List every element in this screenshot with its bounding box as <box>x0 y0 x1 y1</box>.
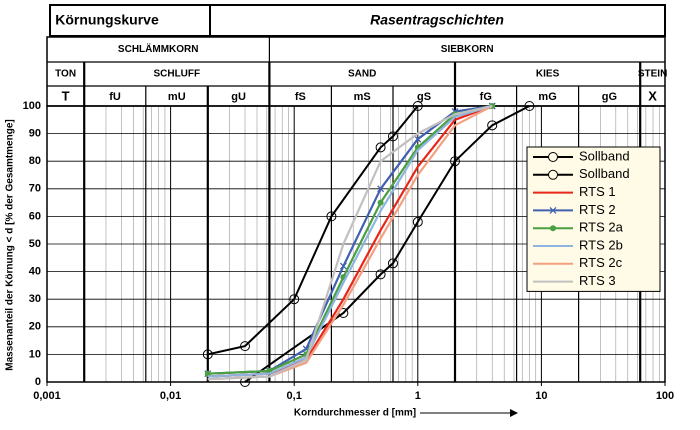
point <box>377 199 384 206</box>
y-tick-label: 80 <box>29 155 41 167</box>
subfraction-label: fG <box>480 91 492 103</box>
y-tick-label: 20 <box>29 321 41 333</box>
series-line <box>207 104 493 378</box>
x-tick-label: 100 <box>656 390 674 402</box>
series-line <box>244 105 530 383</box>
subfraction-label: gG <box>602 91 617 103</box>
subfraction-label: mG <box>538 91 556 103</box>
y-tick-label: 70 <box>29 183 41 195</box>
point <box>412 101 423 111</box>
y-tick-label: 40 <box>29 266 41 278</box>
group-label: SCHLÄMMKORN <box>118 42 199 55</box>
y-tick-label: 90 <box>29 128 41 140</box>
point <box>524 101 535 111</box>
subfraction-label: mU <box>168 91 186 103</box>
point <box>375 269 386 280</box>
point <box>387 131 398 142</box>
legend-label: RTS 3 <box>579 273 616 288</box>
x-axis-arrowhead <box>510 409 518 417</box>
legend-label: RTS 2c <box>579 255 623 270</box>
point <box>375 142 386 153</box>
x-tick-label: 0,1 <box>287 390 302 402</box>
y-tick-label: 10 <box>29 348 41 360</box>
group-label: SIEBKORN <box>441 44 494 55</box>
legend-marker <box>549 206 557 214</box>
point <box>326 211 337 222</box>
y-axis-label: Massenanteil der Körnung < d [% der Gesa… <box>5 119 16 370</box>
x-tick-label: 0,001 <box>33 390 61 402</box>
point <box>450 156 461 167</box>
x-tick-label: 1 <box>415 390 421 402</box>
legend-marker <box>548 169 558 180</box>
legend-label: Sollband <box>579 148 630 163</box>
fraction-label: KIES <box>536 69 560 80</box>
series-line <box>207 104 493 375</box>
subfraction-label: gS <box>417 91 431 103</box>
point <box>289 294 300 305</box>
series-line <box>207 105 419 356</box>
point <box>487 120 498 131</box>
y-tick-label: 30 <box>29 293 41 305</box>
fraction-label: STEIN <box>638 69 667 80</box>
subfraction-label: T <box>62 88 70 103</box>
point <box>339 262 347 270</box>
fraction-label: SAND <box>348 69 376 80</box>
x-tick-label: 10 <box>535 390 547 402</box>
subfraction-label: fU <box>109 91 121 103</box>
chart-subtitle: Rasentragschichten <box>370 12 504 28</box>
fraction-label: SCHLUFF <box>153 69 200 80</box>
point <box>377 185 385 193</box>
title-box <box>49 4 666 37</box>
y-tick-label: 100 <box>23 100 41 112</box>
x-axis-label: Korndurchmesser d [mm] <box>294 408 416 419</box>
legend-label: Sollband <box>579 166 630 181</box>
y-tick-label: 50 <box>29 238 41 250</box>
subfraction-label: mS <box>354 91 371 103</box>
legend-box <box>526 146 661 292</box>
legend-marker <box>548 152 558 162</box>
point <box>204 370 211 377</box>
point <box>414 135 422 143</box>
y-tick-label: 0 <box>35 376 41 388</box>
legend-label: RTS 1 <box>579 184 616 199</box>
x-tick-label: 0,01 <box>160 390 181 402</box>
legend-label: RTS 2 <box>579 202 616 217</box>
legend-marker <box>550 225 556 232</box>
fraction-label: TON <box>55 69 76 80</box>
subfraction-label: fS <box>295 91 306 103</box>
y-tick-label: 60 <box>29 210 41 222</box>
plot-frame <box>46 105 666 383</box>
legend-label: RTS 2b <box>579 237 623 252</box>
point <box>202 349 213 360</box>
subfraction-label: gU <box>231 91 246 103</box>
point <box>240 341 251 352</box>
legend-label: RTS 2a <box>579 220 624 235</box>
chart-title: Körnungskurve <box>55 12 159 28</box>
point <box>412 216 423 227</box>
series-line <box>207 104 493 381</box>
point <box>387 258 398 269</box>
subfraction-label: X <box>648 88 657 103</box>
